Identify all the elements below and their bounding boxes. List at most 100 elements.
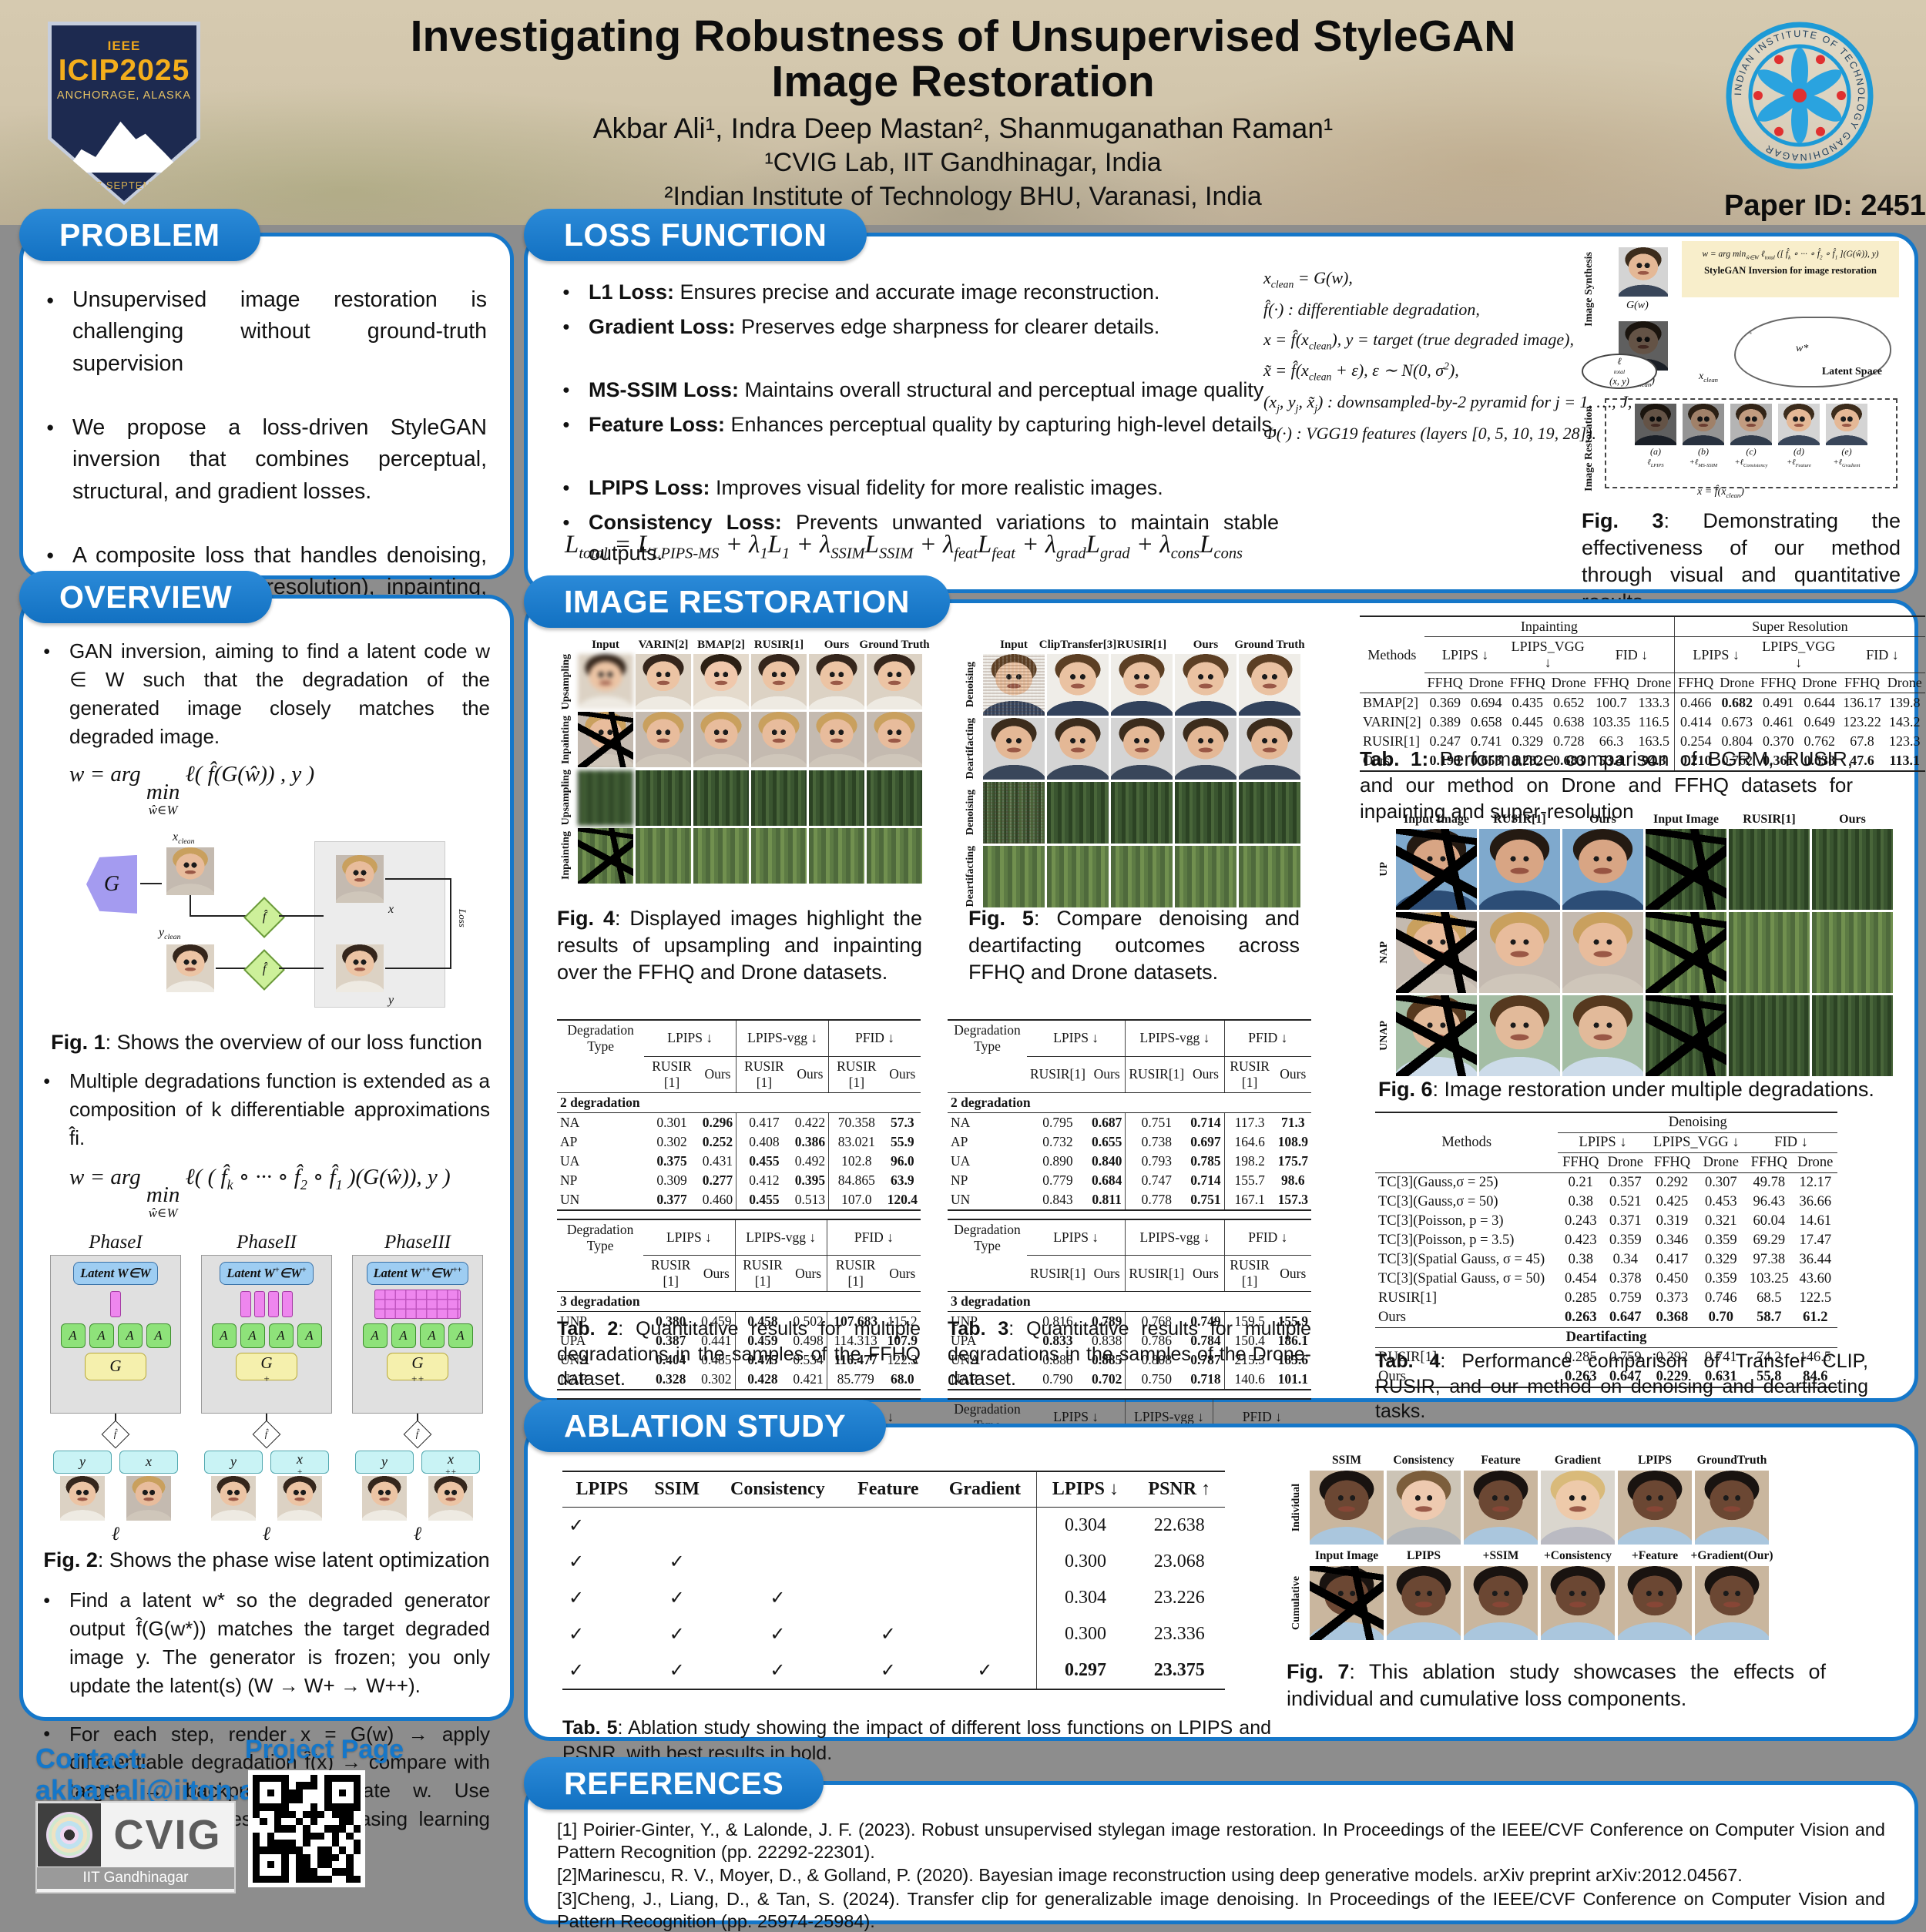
table-cell: 0.38 — [1568, 1252, 1593, 1267]
w-star-label: w* — [1796, 343, 1809, 354]
table-cell: 0.738 — [1125, 1132, 1188, 1152]
y-image — [211, 1475, 256, 1521]
figure-column-label: Input — [1000, 639, 1028, 651]
bullet-item: ● Consistency Loss: Prevents unwanted var… — [562, 510, 1279, 565]
figure-image-tile — [1541, 1471, 1615, 1545]
table-cell: 0.843 — [1026, 1189, 1089, 1211]
table-cell: 70.358 — [828, 1112, 884, 1132]
table-header-cell — [557, 1056, 645, 1093]
figure-image-tile — [809, 827, 864, 884]
figure-image-tile — [1464, 1471, 1538, 1545]
figure-column-label: Ground Truth — [859, 639, 930, 651]
table-cell: 0.732 — [1042, 1133, 1073, 1149]
figure-column-label: RUSIR[1] — [1493, 813, 1546, 826]
figure-image-tile — [983, 718, 1045, 780]
table-cell: 63.9 — [890, 1172, 914, 1188]
figure-image-tile — [1541, 1566, 1615, 1640]
table-header-cell: LPIPS-vgg ↓ — [736, 1019, 829, 1057]
table-section-row: 3 degradation — [557, 1291, 921, 1312]
figure-row-label: Individual — [1290, 1483, 1302, 1532]
table-cell: 0.491 — [1762, 695, 1794, 710]
table-header-cell: Degradation Type — [557, 1019, 645, 1056]
iitgn-label: IIT Gandhinagar — [37, 1867, 234, 1889]
xclean-image — [166, 847, 214, 895]
table-cell: 0.412 — [736, 1170, 792, 1190]
x-box: x ++ — [421, 1450, 480, 1477]
figure-column-label: Input Image — [1653, 813, 1719, 826]
table-header-cell: LPIPS-vgg ↓ — [1125, 1019, 1225, 1057]
table-cell: 0.455 — [736, 1151, 792, 1171]
figure-7-caption: Fig. 7: This ablation study showcases th… — [1287, 1660, 1826, 1711]
table-cell: TC[3](Gauss,σ = 50) — [1378, 1194, 1498, 1209]
figure-column-label: Ours — [824, 639, 850, 651]
y-image — [336, 944, 384, 992]
table-cell: BMAP[2] — [1363, 695, 1419, 710]
table-header-cell: SSIM — [641, 1471, 713, 1508]
table-cell: 0.702 — [1088, 1370, 1126, 1390]
y-image — [60, 1475, 105, 1521]
loss-group-3: ● LPIPS Loss: Improves visual fidelity fo… — [562, 472, 1279, 569]
reference-item: [1] Poirier-Ginter, Y., & Lalonde, J. F.… — [557, 1820, 1885, 1862]
table-cell: 0.243 — [1564, 1213, 1597, 1229]
table-cell: 60.04 — [1753, 1213, 1786, 1229]
figure-1-diagram: G xclean f̂ x yclean f̂ y Loss — [43, 829, 490, 1028]
table-cell: 0.751 — [1125, 1112, 1188, 1132]
figure-image-tile — [1239, 846, 1300, 907]
table-cell: 0.377 — [644, 1189, 700, 1211]
table-cell: 0.652 — [1552, 695, 1585, 710]
figure-image-tile — [1396, 829, 1477, 910]
figure-image-tile — [1310, 1471, 1384, 1545]
table-cell: 0.885 — [1091, 1352, 1122, 1367]
table-cell: 0.759 — [1609, 1350, 1642, 1365]
table-cell: 0.697 — [1190, 1133, 1221, 1149]
table-cell: 120.4 — [884, 1189, 921, 1211]
table-cell: TC[3](Spatial Gauss, σ = 45) — [1378, 1252, 1545, 1267]
table-cell: ✓ — [933, 1652, 1037, 1690]
figure-column-label: Feature — [1481, 1454, 1521, 1467]
table-cell: 0.534 — [793, 1352, 824, 1367]
table-cell: 123.3 — [1888, 733, 1921, 749]
figure-image-tile — [1562, 829, 1643, 910]
yclean-image — [166, 944, 214, 992]
figure-column-label: Consistency — [1393, 1454, 1455, 1467]
figure-image-tile — [1646, 995, 1726, 1076]
table-header-cell: PFID ↓ — [828, 1019, 921, 1057]
table-cell: 108.9 — [1277, 1133, 1308, 1149]
table-header-cell: LPIPS ↓ — [644, 1019, 737, 1057]
table-cell: 0.789 — [1091, 1313, 1122, 1329]
table-cell: 23.068 — [1153, 1551, 1205, 1571]
figure-image-tile — [578, 712, 633, 768]
table-cell: 0.751 — [1187, 1189, 1225, 1211]
latent-vector — [240, 1290, 293, 1319]
figure-column-label: BMAP[2] — [697, 639, 745, 651]
figure-image-tile — [578, 827, 633, 884]
table-header-cell — [1360, 615, 1424, 637]
figure-image-tile — [1239, 654, 1300, 716]
table-cell: 0.307 — [1704, 1175, 1737, 1190]
table-cell: 0.759 — [1609, 1290, 1642, 1306]
table-cell: 0.417 — [736, 1112, 792, 1132]
table-cell: 0.682 — [1721, 695, 1753, 710]
table-cell: 85.779 — [826, 1370, 884, 1390]
table-cell: 17.47 — [1799, 1233, 1832, 1248]
table-cell: 0.285 — [1564, 1350, 1597, 1365]
figure-row-label: Deartifacting — [965, 846, 976, 907]
title-line-1: Investigating Robustness of Unsupervised… — [410, 12, 1516, 61]
connector — [190, 894, 191, 917]
table-cell: 0.414 — [1674, 713, 1717, 732]
table-cell: ✓ — [770, 1625, 786, 1645]
latent-vector — [110, 1290, 121, 1319]
figure-image-tile — [809, 712, 864, 768]
math-definition-line: (xj, yj, x̃j) : downsampled-by-2 pyramid… — [1263, 392, 1632, 414]
table-cell: UA — [951, 1152, 971, 1169]
figure-image-tile — [1047, 782, 1109, 844]
figure-image-tile — [1562, 995, 1643, 1076]
table-cell: 0.502 — [793, 1313, 824, 1329]
table-header-cell: Drone — [1716, 673, 1758, 693]
table-cell: 96.0 — [890, 1152, 914, 1169]
table-cell: 157.3 — [1274, 1189, 1311, 1211]
table-header-cell: RUSIR [1] — [734, 1255, 790, 1292]
table-cell: Ours — [1375, 1367, 1559, 1388]
